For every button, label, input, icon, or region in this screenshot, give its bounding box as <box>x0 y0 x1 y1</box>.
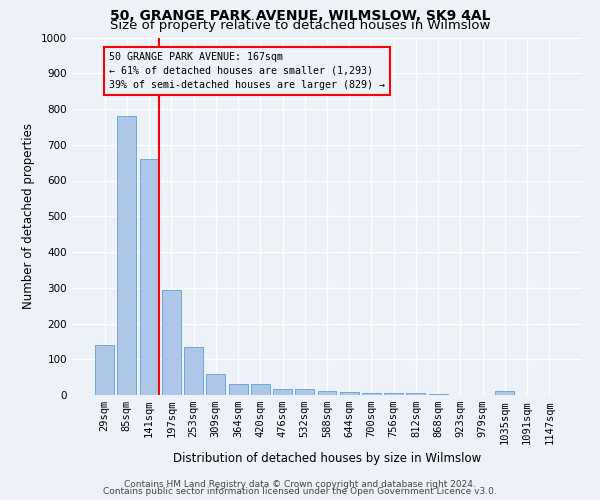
Bar <box>340 392 359 395</box>
Bar <box>496 392 514 395</box>
Bar <box>295 388 314 395</box>
X-axis label: Distribution of detached houses by size in Wilmslow: Distribution of detached houses by size … <box>173 452 481 465</box>
Bar <box>118 116 136 395</box>
Bar <box>429 394 448 395</box>
Bar <box>273 388 292 395</box>
Bar <box>140 159 158 395</box>
Text: Size of property relative to detached houses in Wilmslow: Size of property relative to detached ho… <box>110 19 490 32</box>
Bar <box>184 346 203 395</box>
Text: 50, GRANGE PARK AVENUE, WILMSLOW, SK9 4AL: 50, GRANGE PARK AVENUE, WILMSLOW, SK9 4A… <box>110 9 490 23</box>
Bar <box>229 384 248 395</box>
Text: Contains public sector information licensed under the Open Government Licence v3: Contains public sector information licen… <box>103 487 497 496</box>
Bar <box>362 393 381 395</box>
Bar <box>406 393 425 395</box>
Text: Contains HM Land Registry data © Crown copyright and database right 2024.: Contains HM Land Registry data © Crown c… <box>124 480 476 489</box>
Bar <box>206 374 225 395</box>
Bar <box>95 345 114 395</box>
Bar <box>251 384 270 395</box>
Y-axis label: Number of detached properties: Number of detached properties <box>22 123 35 309</box>
Bar <box>317 390 337 395</box>
Text: 50 GRANGE PARK AVENUE: 167sqm
← 61% of detached houses are smaller (1,293)
39% o: 50 GRANGE PARK AVENUE: 167sqm ← 61% of d… <box>109 52 385 90</box>
Bar <box>384 393 403 395</box>
Bar <box>162 290 181 395</box>
